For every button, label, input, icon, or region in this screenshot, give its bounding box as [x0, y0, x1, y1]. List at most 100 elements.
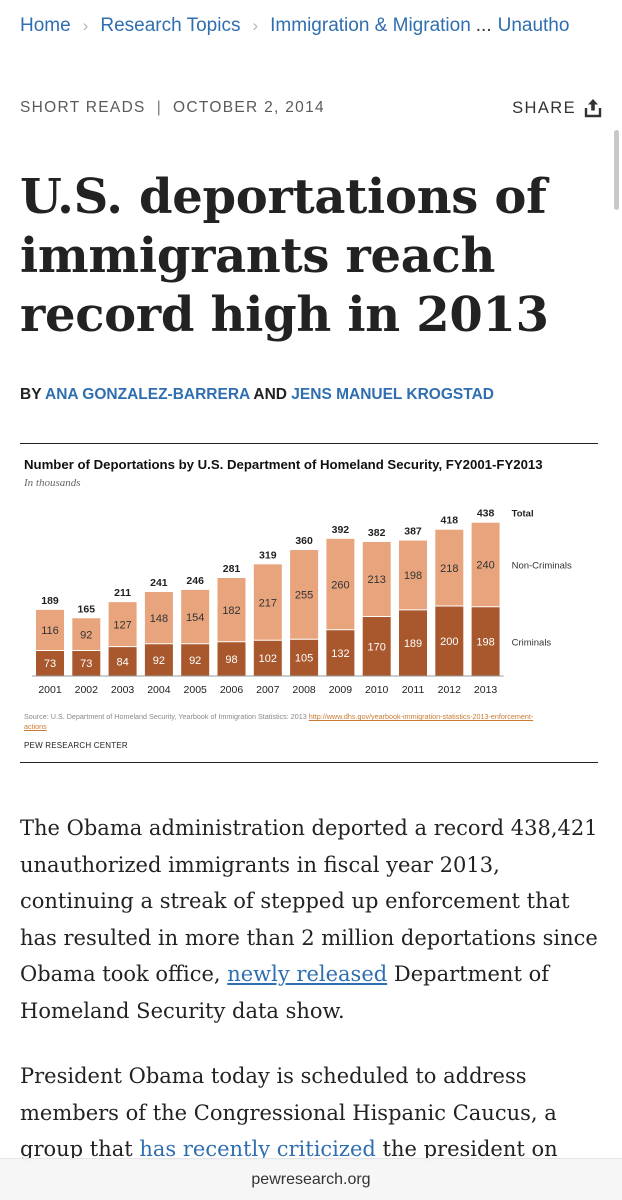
label-criminals: 132 — [331, 648, 349, 660]
label-criminals: 73 — [44, 658, 56, 670]
bar-criminals — [144, 643, 173, 676]
label-total: 165 — [78, 603, 96, 615]
label-total: 281 — [223, 563, 241, 575]
recently-criticized-link[interactable]: has recently criticized — [139, 1137, 376, 1161]
breadcrumb-ellipsis: ... — [475, 15, 492, 36]
share-button[interactable]: SHARE — [512, 98, 602, 118]
bar-criminals — [72, 650, 101, 676]
label-total: 241 — [150, 577, 168, 589]
label-total: 382 — [368, 527, 386, 539]
label-criminals: 170 — [368, 641, 386, 653]
x-tick-label: 2009 — [329, 684, 353, 696]
label-total: 319 — [259, 549, 277, 561]
bar-non-criminals — [326, 538, 355, 630]
chevron-right-icon: › — [82, 16, 89, 35]
bar-non-criminals — [435, 529, 464, 606]
address-domain: pewresearch.org — [251, 1170, 371, 1188]
breadcrumb-current-link[interactable]: Unautho — [497, 15, 570, 36]
chart-org: PEW RESEARCH CENTER — [24, 741, 128, 750]
label-non-criminals: 255 — [295, 590, 313, 602]
share-label: SHARE — [512, 98, 576, 117]
label-criminals: 73 — [80, 658, 92, 670]
label-total: 387 — [404, 526, 422, 538]
bar-criminals — [362, 616, 391, 676]
bar-criminals — [326, 629, 355, 676]
article-date: OCTOBER 2, 2014 — [173, 99, 325, 116]
bar-criminals — [181, 643, 210, 676]
chart-source-link[interactable]: http://www.dhs.gov/yearbook-immigration-… — [24, 712, 534, 731]
bar-non-criminals — [144, 592, 173, 644]
article-meta: SHORT READS | OCTOBER 2, 2014 SHARE — [20, 96, 602, 120]
bar-criminals — [253, 640, 282, 676]
x-tick-label: 2001 — [38, 684, 62, 696]
label-criminals: 105 — [295, 653, 313, 665]
article-headline: U.S. deportations of immigrants reach re… — [20, 169, 549, 343]
meta-left: SHORT READS | OCTOBER 2, 2014 — [20, 99, 325, 117]
label-total: 211 — [114, 587, 131, 599]
legend-non-criminals: Non-Criminals — [512, 561, 572, 572]
paragraph-2-text-b: the president on — [375, 1137, 558, 1161]
author-link-2[interactable]: JENS MANUEL KROGSTAD — [291, 386, 494, 403]
bar-non-criminals — [72, 618, 101, 651]
bar-criminals — [290, 639, 319, 676]
bar-criminals — [217, 641, 246, 676]
bar-non-criminals — [362, 541, 391, 617]
label-criminals: 92 — [153, 655, 165, 667]
author-link-1[interactable]: ANA GONZALEZ-BARRERA — [45, 386, 250, 403]
breadcrumb-immigration-link[interactable]: Immigration & Migration — [270, 15, 471, 36]
chart-source-text: Source: U.S. Department of Homeland Secu… — [24, 712, 309, 721]
paragraph-1-text-b: Department of Homeland Security data sho… — [20, 962, 549, 1023]
label-total: 360 — [295, 535, 313, 547]
paragraph-1-text-a: The Obama administration deported a reco… — [20, 816, 598, 986]
chart-title: Number of Deportations by U.S. Departmen… — [24, 457, 543, 472]
newly-released-link[interactable]: newly released — [227, 962, 388, 986]
bar-non-criminals — [471, 522, 500, 607]
label-non-criminals: 218 — [440, 563, 458, 575]
label-non-criminals: 182 — [222, 605, 240, 617]
label-criminals: 102 — [259, 653, 277, 665]
bar-non-criminals — [36, 609, 64, 651]
share-icon — [584, 99, 602, 118]
label-criminals: 92 — [189, 655, 201, 667]
legend-criminals: Criminals — [512, 637, 552, 648]
x-tick-label: 2003 — [111, 684, 135, 696]
label-non-criminals: 116 — [41, 625, 59, 637]
x-tick-label: 2002 — [75, 684, 99, 696]
article-paragraph-2: President Obama today is scheduled to ad… — [20, 1058, 606, 1168]
bar-criminals — [435, 606, 464, 676]
scrollbar[interactable] — [614, 130, 619, 210]
label-criminals: 200 — [440, 636, 458, 648]
paragraph-2-text-a: President Obama today is scheduled to ad… — [20, 1064, 557, 1161]
label-criminals: 189 — [404, 638, 422, 650]
label-non-criminals: 217 — [259, 597, 277, 609]
bar-criminals — [399, 609, 427, 676]
bar-non-criminals — [108, 602, 137, 647]
x-tick-label: 2007 — [256, 684, 280, 696]
browser-address-bar[interactable]: pewresearch.org — [0, 1158, 622, 1200]
article-category-link[interactable]: SHORT READS — [20, 99, 146, 116]
label-non-criminals: 154 — [186, 612, 204, 624]
byline-and: AND — [253, 386, 287, 403]
x-tick-label: 2011 — [402, 684, 425, 696]
x-tick-label: 2004 — [147, 684, 171, 696]
bar-criminals — [471, 606, 500, 676]
label-non-criminals: 198 — [404, 570, 422, 582]
chart-source: Source: U.S. Department of Homeland Secu… — [24, 712, 544, 732]
label-non-criminals: 213 — [368, 574, 386, 586]
breadcrumb-research-topics-link[interactable]: Research Topics — [100, 15, 241, 36]
breadcrumb-home-link[interactable]: Home — [20, 15, 71, 36]
x-tick-label: 2006 — [220, 684, 244, 696]
label-total: 438 — [477, 508, 495, 520]
byline-prefix: BY — [20, 386, 42, 403]
chart-plot: 7311618920017392165200284127211200392148… — [32, 508, 572, 696]
bar-non-criminals — [290, 550, 319, 640]
bar-non-criminals — [399, 540, 427, 610]
byline: BY ANA GONZALEZ-BARRERA AND JENS MANUEL … — [20, 386, 494, 404]
legend-total: Total — [512, 509, 534, 520]
chart-subtitle: In thousands — [24, 477, 81, 489]
bar-non-criminals — [253, 564, 282, 641]
label-criminals: 84 — [116, 656, 128, 668]
bar-non-criminals — [181, 589, 210, 644]
x-tick-label: 2013 — [474, 684, 498, 696]
label-non-criminals: 148 — [150, 613, 168, 625]
